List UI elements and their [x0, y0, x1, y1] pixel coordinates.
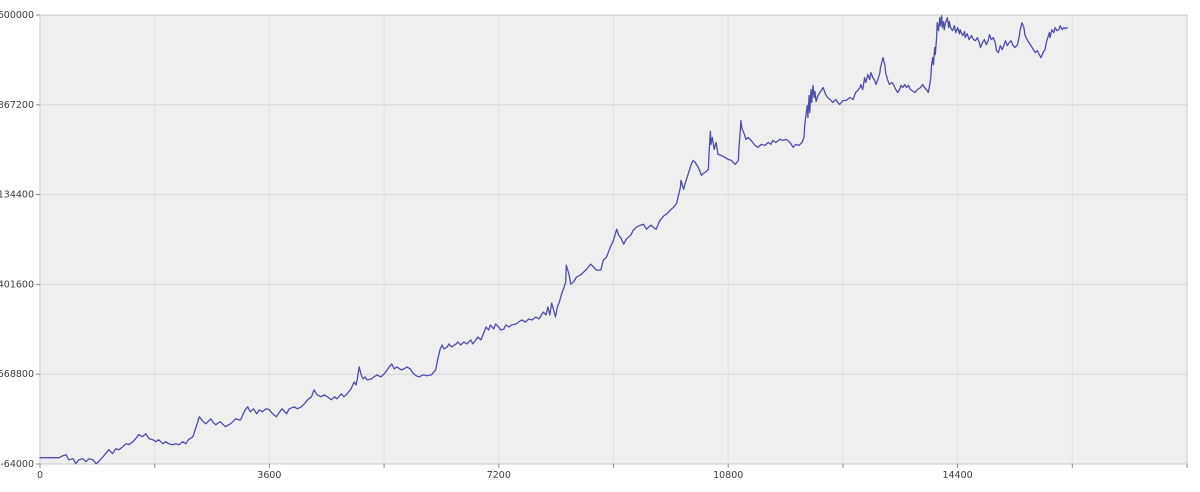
y-tick-label: 5134400 — [0, 190, 34, 201]
y-tick-label: 3401600 — [0, 279, 34, 290]
y-tick-label: -64000 — [0, 459, 34, 470]
x-tick-label: 14400 — [942, 470, 972, 481]
x-tick-label: 0 — [37, 470, 43, 481]
x-tick-label: 10800 — [713, 470, 743, 481]
y-tick-label: 6867200 — [0, 100, 34, 111]
y-tick-label: 1668800 — [0, 369, 34, 380]
x-tick-label: 7200 — [487, 470, 511, 481]
x-tick-label: 3600 — [257, 470, 281, 481]
series-line — [39, 15, 1068, 465]
y-tick-label: 8600000 — [0, 10, 34, 21]
